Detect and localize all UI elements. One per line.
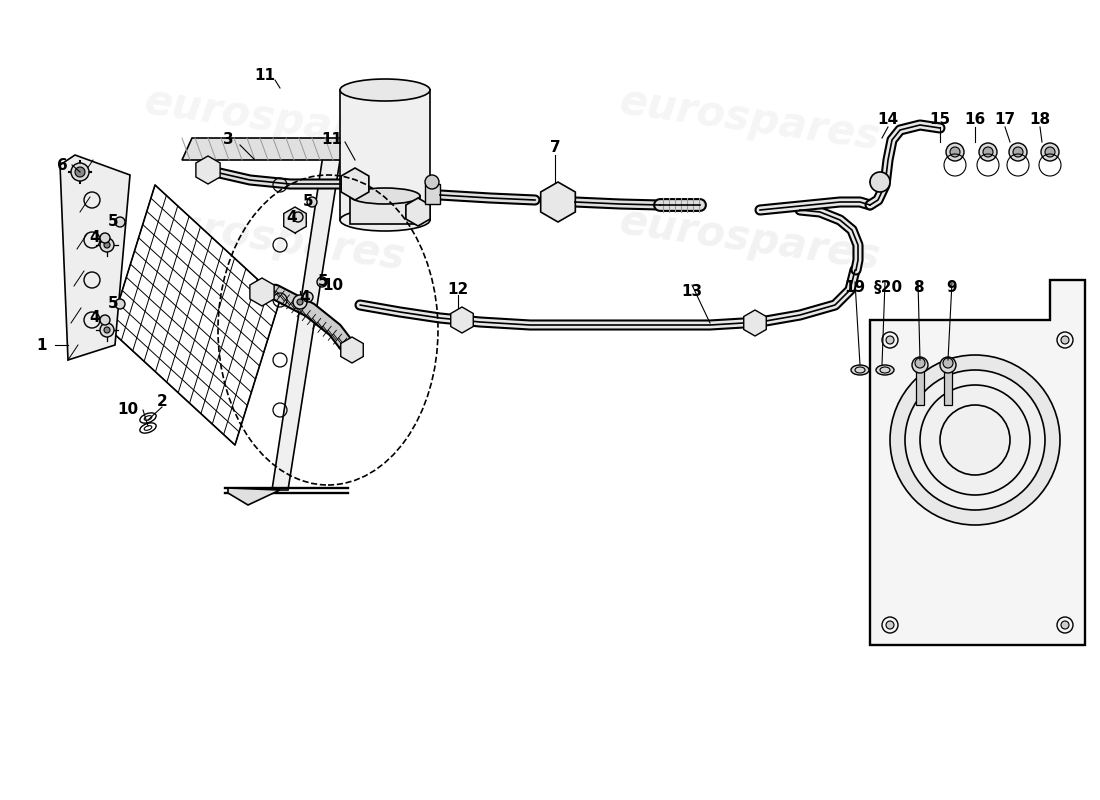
Polygon shape — [744, 310, 767, 336]
Circle shape — [886, 336, 894, 344]
Circle shape — [116, 299, 125, 309]
Circle shape — [104, 242, 110, 248]
Circle shape — [302, 292, 313, 302]
Text: 18: 18 — [1030, 113, 1050, 127]
Ellipse shape — [340, 79, 430, 101]
Text: 5: 5 — [108, 295, 119, 310]
Text: 17: 17 — [994, 113, 1015, 127]
Circle shape — [979, 143, 997, 161]
Bar — [350, 196, 420, 224]
Circle shape — [1013, 147, 1023, 157]
Text: 3: 3 — [222, 133, 233, 147]
Circle shape — [100, 315, 110, 325]
Circle shape — [890, 355, 1060, 525]
Polygon shape — [228, 488, 280, 505]
Circle shape — [425, 175, 439, 189]
Polygon shape — [541, 182, 575, 222]
Circle shape — [870, 172, 890, 192]
Circle shape — [292, 219, 298, 225]
Polygon shape — [870, 280, 1085, 645]
Polygon shape — [406, 198, 430, 226]
Polygon shape — [196, 156, 220, 184]
Circle shape — [293, 212, 303, 222]
Ellipse shape — [350, 188, 420, 204]
Circle shape — [983, 147, 993, 157]
Text: 5: 5 — [318, 274, 328, 289]
Circle shape — [943, 358, 953, 368]
Circle shape — [116, 217, 125, 227]
Text: eurospares: eurospares — [617, 201, 883, 279]
Text: 15: 15 — [930, 113, 950, 127]
Bar — [944, 367, 952, 405]
Circle shape — [1009, 143, 1027, 161]
Circle shape — [886, 621, 894, 629]
Text: 16: 16 — [965, 113, 986, 127]
Text: 10: 10 — [322, 278, 343, 293]
Circle shape — [104, 327, 110, 333]
Circle shape — [100, 323, 114, 337]
Circle shape — [905, 370, 1045, 510]
Text: 4: 4 — [287, 210, 297, 225]
Circle shape — [100, 238, 114, 252]
Circle shape — [1062, 336, 1069, 344]
Polygon shape — [110, 185, 280, 445]
Polygon shape — [272, 155, 340, 490]
Bar — [340, 90, 430, 220]
Text: 8: 8 — [913, 281, 923, 295]
Circle shape — [288, 215, 302, 229]
Circle shape — [307, 197, 317, 207]
Circle shape — [297, 299, 302, 305]
Text: §20: §20 — [873, 281, 903, 295]
Text: 14: 14 — [878, 113, 899, 127]
Circle shape — [1062, 621, 1069, 629]
Polygon shape — [341, 337, 363, 363]
Polygon shape — [451, 307, 473, 333]
Circle shape — [940, 357, 956, 373]
Circle shape — [100, 233, 110, 243]
Polygon shape — [60, 155, 130, 360]
Circle shape — [293, 295, 307, 309]
Polygon shape — [182, 138, 355, 160]
Text: 11: 11 — [321, 133, 342, 147]
Circle shape — [912, 357, 928, 373]
Text: 7: 7 — [550, 141, 560, 155]
Circle shape — [75, 167, 85, 177]
Circle shape — [1045, 147, 1055, 157]
Text: 4: 4 — [90, 310, 100, 326]
Text: 10: 10 — [118, 402, 139, 418]
Bar — [916, 367, 924, 405]
Text: 5: 5 — [108, 214, 119, 230]
Ellipse shape — [340, 209, 430, 231]
Ellipse shape — [851, 365, 869, 375]
Circle shape — [946, 143, 964, 161]
Ellipse shape — [876, 365, 894, 375]
Text: 4: 4 — [90, 230, 100, 245]
Text: 5: 5 — [302, 194, 313, 209]
Text: 11: 11 — [254, 67, 275, 82]
Polygon shape — [250, 278, 274, 306]
Circle shape — [317, 277, 327, 287]
Text: 19: 19 — [845, 281, 866, 295]
Circle shape — [950, 147, 960, 157]
Polygon shape — [341, 168, 368, 200]
Circle shape — [915, 358, 925, 368]
Text: eurospares: eurospares — [142, 81, 408, 159]
Bar — [425, 184, 440, 204]
Text: 1: 1 — [36, 338, 47, 353]
Text: 9: 9 — [947, 281, 957, 295]
Text: 6: 6 — [56, 158, 67, 173]
Text: 13: 13 — [681, 285, 703, 299]
Polygon shape — [284, 207, 306, 233]
Circle shape — [72, 163, 89, 181]
Circle shape — [1041, 143, 1059, 161]
Text: eurospares: eurospares — [617, 81, 883, 159]
Text: 2: 2 — [156, 394, 167, 410]
Text: eurospares: eurospares — [142, 201, 408, 279]
Text: 12: 12 — [448, 282, 469, 298]
Text: 4: 4 — [299, 290, 310, 305]
